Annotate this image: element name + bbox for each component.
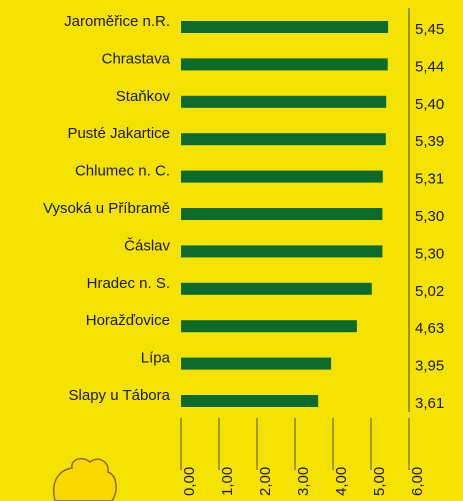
y-tick-label: Vysoká u Příbramě [43, 200, 170, 217]
value-label: 5,40 [415, 96, 444, 113]
bar [181, 58, 388, 71]
value-label: 5,30 [415, 208, 444, 225]
value-label: 5,30 [415, 245, 444, 262]
value-label: 4,63 [415, 320, 444, 337]
y-tick-label: Čáslav [124, 237, 170, 254]
x-tick-label: 3,00 [295, 467, 312, 496]
bar [181, 21, 389, 33]
mascot [53, 457, 117, 501]
y-tick-label: Staňkov [116, 88, 171, 105]
value-label: 3,95 [415, 358, 444, 375]
x-tick-label: 2,00 [257, 467, 274, 496]
value-label: 5,31 [415, 171, 444, 188]
y-tick-label: Slapy u Tábora [69, 387, 171, 404]
x-tick-label: 4,00 [333, 467, 350, 496]
y-tick-label: Lípa [141, 350, 171, 367]
bar [181, 95, 387, 108]
y-tick-label: Hradec n. S. [87, 275, 170, 292]
bar [181, 395, 319, 407]
y-tick-label: Jaroměřice n.R. [64, 13, 170, 30]
value-label: 5,45 [415, 21, 444, 38]
x-tick-label: 5,00 [371, 467, 388, 496]
y-tick-label: Chrastava [102, 50, 171, 67]
bar [181, 357, 332, 370]
bar [181, 245, 383, 258]
value-label: 3,61 [415, 395, 444, 412]
x-tick-label: 1,00 [219, 467, 236, 496]
value-label: 5,39 [415, 133, 444, 150]
bar [181, 208, 383, 220]
bar [181, 133, 386, 146]
x-tick-label: 0,00 [181, 467, 198, 496]
x-tick-label: 6,00 [409, 467, 426, 496]
value-label: 5,02 [415, 283, 444, 300]
y-tick-label: Chlumec n. C. [75, 163, 170, 180]
value-label: 5,44 [415, 58, 444, 75]
y-tick-label: Horažďovice [86, 312, 170, 329]
y-tick-label: Pusté Jakartice [67, 125, 170, 142]
bar [181, 320, 357, 333]
bar [181, 170, 383, 183]
bar [181, 282, 372, 295]
